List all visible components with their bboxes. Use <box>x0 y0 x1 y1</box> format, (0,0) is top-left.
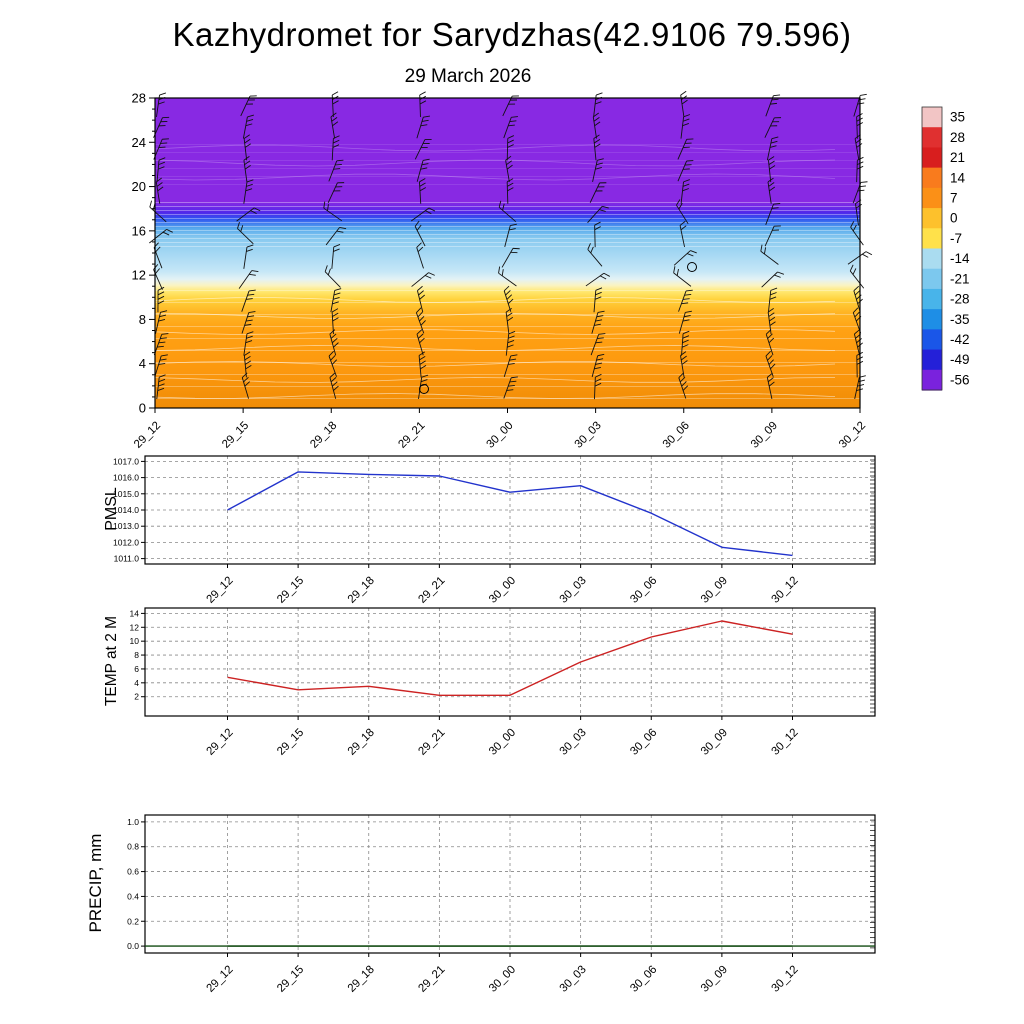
svg-text:7: 7 <box>950 190 958 205</box>
svg-text:30_09: 30_09 <box>699 575 730 606</box>
svg-text:30_03: 30_03 <box>573 420 604 451</box>
svg-text:-28: -28 <box>950 292 970 307</box>
page-title: Kazhydromet for Sarydzhas(42.9106 79.596… <box>172 16 852 53</box>
date-subtitle: 29 March 2026 <box>404 66 532 87</box>
svg-text:29_21: 29_21 <box>396 420 427 451</box>
svg-text:6: 6 <box>134 664 139 674</box>
svg-text:30_09: 30_09 <box>699 964 730 995</box>
svg-text:30_00: 30_00 <box>487 727 518 758</box>
svg-text:1012.0: 1012.0 <box>113 537 139 547</box>
svg-text:0.2: 0.2 <box>127 916 139 926</box>
svg-text:29_15: 29_15 <box>275 575 306 606</box>
svg-text:0.8: 0.8 <box>127 842 139 852</box>
svg-text:29_18: 29_18 <box>308 420 339 451</box>
svg-text:16: 16 <box>132 223 146 238</box>
svg-text:1017.0: 1017.0 <box>113 456 139 466</box>
svg-text:-42: -42 <box>950 332 970 347</box>
svg-text:14: 14 <box>130 608 140 618</box>
svg-text:30_12: 30_12 <box>837 420 868 451</box>
svg-text:29_12: 29_12 <box>205 727 236 758</box>
svg-text:4: 4 <box>139 356 146 371</box>
svg-text:30_03: 30_03 <box>558 727 589 758</box>
svg-text:0.4: 0.4 <box>127 891 139 901</box>
svg-text:21: 21 <box>950 150 965 165</box>
svg-text:10: 10 <box>130 636 140 646</box>
svg-text:8: 8 <box>134 650 139 660</box>
svg-text:24: 24 <box>132 135 146 150</box>
svg-text:30_03: 30_03 <box>558 964 589 995</box>
svg-text:4: 4 <box>134 678 139 688</box>
svg-text:1013.0: 1013.0 <box>113 521 139 531</box>
svg-text:1016.0: 1016.0 <box>113 473 139 483</box>
svg-text:29_15: 29_15 <box>275 964 306 995</box>
svg-text:0: 0 <box>950 211 958 226</box>
svg-text:1011.0: 1011.0 <box>114 554 140 564</box>
svg-text:29_18: 29_18 <box>346 727 377 758</box>
svg-text:29_12: 29_12 <box>132 420 163 451</box>
svg-text:29_12: 29_12 <box>205 964 236 995</box>
wind-temp-profile-heatmap <box>155 98 860 408</box>
svg-text:1.0: 1.0 <box>127 817 139 827</box>
svg-text:30_00: 30_00 <box>487 575 518 606</box>
svg-text:1015.0: 1015.0 <box>113 489 139 499</box>
svg-text:-49: -49 <box>950 352 970 367</box>
svg-text:29_15: 29_15 <box>275 727 306 758</box>
svg-text:12: 12 <box>130 622 140 632</box>
svg-text:14: 14 <box>950 170 966 185</box>
svg-text:30_00: 30_00 <box>487 964 518 995</box>
svg-text:30_03: 30_03 <box>558 575 589 606</box>
svg-text:30_00: 30_00 <box>485 420 516 451</box>
svg-text:30_09: 30_09 <box>749 420 780 451</box>
svg-text:30_12: 30_12 <box>770 727 801 758</box>
svg-text:-56: -56 <box>950 372 970 387</box>
svg-text:29_21: 29_21 <box>416 964 447 995</box>
svg-text:30_06: 30_06 <box>661 420 692 451</box>
svg-text:2: 2 <box>134 692 139 702</box>
svg-text:1014.0: 1014.0 <box>113 505 139 515</box>
svg-text:-7: -7 <box>950 231 962 246</box>
svg-text:30_06: 30_06 <box>628 964 659 995</box>
svg-text:8: 8 <box>139 312 146 327</box>
svg-text:29_18: 29_18 <box>346 964 377 995</box>
svg-text:-21: -21 <box>950 271 970 286</box>
svg-text:0.0: 0.0 <box>127 941 139 951</box>
svg-text:-14: -14 <box>950 251 970 266</box>
svg-text:30_09: 30_09 <box>699 727 730 758</box>
svg-text:29_21: 29_21 <box>416 727 447 758</box>
svg-text:29_15: 29_15 <box>220 420 251 451</box>
svg-text:35: 35 <box>950 110 965 125</box>
svg-text:30_06: 30_06 <box>628 575 659 606</box>
svg-text:30_12: 30_12 <box>770 964 801 995</box>
svg-text:30_06: 30_06 <box>628 727 659 758</box>
svg-text:20: 20 <box>132 179 146 194</box>
svg-text:12: 12 <box>132 268 146 283</box>
svg-text:28: 28 <box>132 91 146 106</box>
svg-text:30_12: 30_12 <box>770 575 801 606</box>
svg-text:0: 0 <box>139 401 146 416</box>
svg-text:29_21: 29_21 <box>416 575 447 606</box>
svg-text:-35: -35 <box>950 312 970 327</box>
svg-text:29_18: 29_18 <box>346 575 377 606</box>
svg-text:28: 28 <box>950 130 965 145</box>
contour-band-transition <box>155 202 860 248</box>
svg-text:29_12: 29_12 <box>205 575 236 606</box>
svg-text:0.6: 0.6 <box>127 867 139 877</box>
